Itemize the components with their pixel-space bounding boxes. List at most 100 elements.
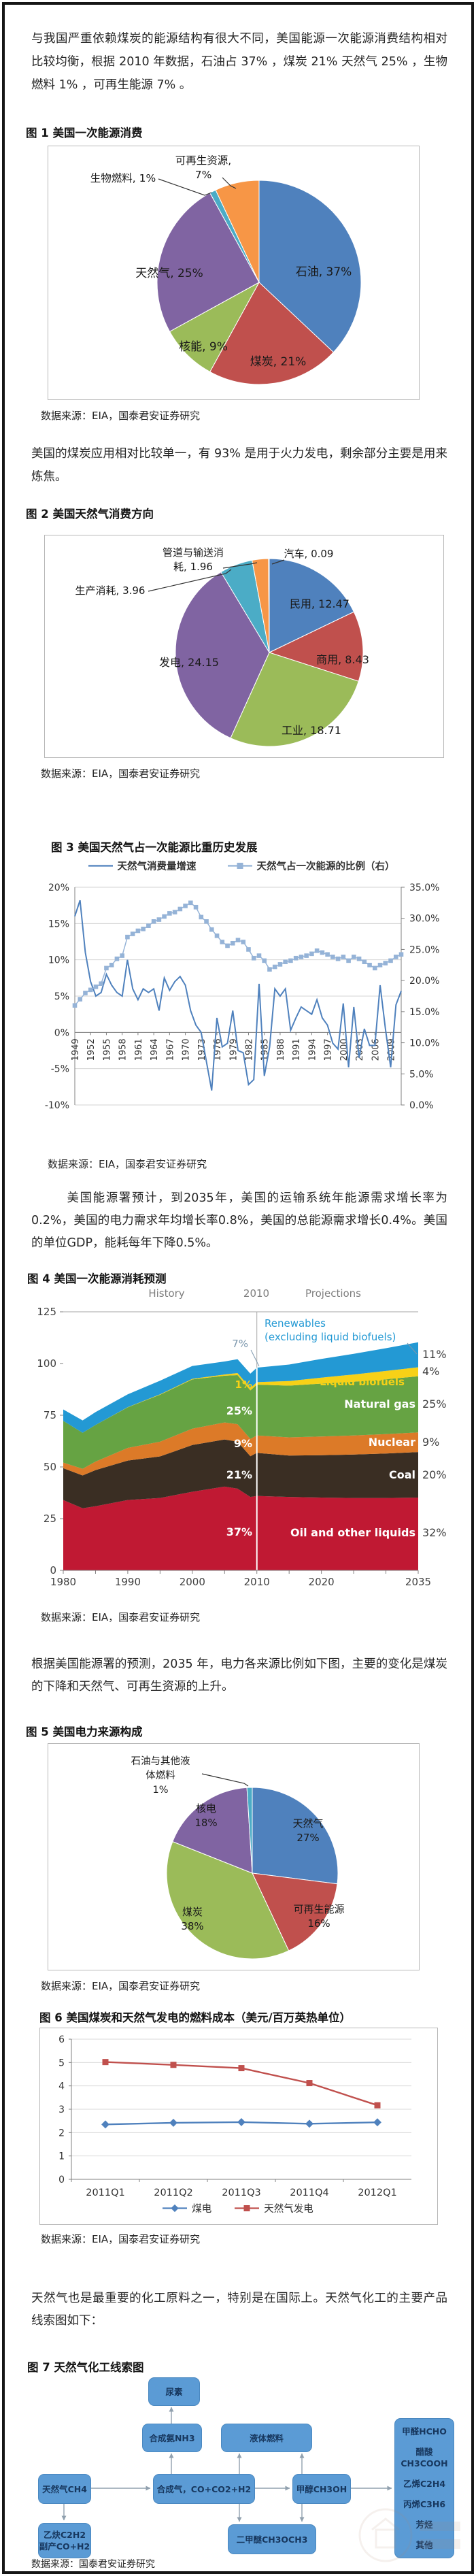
- chart-label: 商用, 8.43: [316, 653, 369, 666]
- chart-label: 20%: [48, 882, 69, 893]
- chart-label: 民用, 12.47: [290, 597, 350, 610]
- x-tick-label: 1979: [228, 1038, 239, 1061]
- chart-label: (excluding liquid biofuels): [265, 1331, 396, 1343]
- series-share-marker: [225, 943, 230, 948]
- x-tick-label: 1994: [307, 1038, 318, 1061]
- series-growth-line: [74, 899, 402, 1091]
- series-share-marker: [251, 955, 256, 961]
- chart-label: 2011Q1: [86, 2187, 125, 2198]
- chart-label: 10%: [48, 955, 69, 966]
- chart-label: Oil and other liquids: [290, 1526, 415, 1539]
- chart-label: 天然气, 25%: [135, 267, 203, 280]
- figure-2-pie-chart-gas-consumption: 民用, 12.47 商用, 8.43 工业, 18.71 发电, 24.15 生产消耗,…: [44, 535, 444, 758]
- paragraph-energy-structure: 与我国严重依赖煤炭的能源结构有很大不同，美国能源一次能源消费结构相对比较均衡，根…: [31, 32, 447, 92]
- line-chart-canvas: 0 1 2 3 4 5 6 2011Q1 2011Q2 2011Q3 2011Q4 2012Q1: [58, 2034, 411, 2198]
- chart-label: 2011Q3: [222, 2187, 261, 2198]
- chart-label: 核能, 9%: [179, 340, 228, 354]
- chart-label: 5: [58, 2058, 65, 2068]
- chart-label: 25: [44, 1513, 56, 1525]
- pie-chart-canvas: 天然气 27% 可再生能源 16% 煤炭 38% 核电 18%石油与其他液体燃料 1%: [131, 1755, 345, 1960]
- series-share-marker: [193, 904, 199, 910]
- chart-label: 50: [44, 1461, 56, 1473]
- chart-label: 1%: [235, 1378, 252, 1391]
- marker-diamond: [305, 2119, 313, 2128]
- area-renewables-excluding-liquid-biofuels-: [63, 1342, 418, 1433]
- figure-3-title: 图 3 美国天然气占一次能源比重历史发展: [51, 841, 258, 854]
- series-share-marker: [199, 914, 204, 920]
- chart-label: 管道与输送消耗, 1.96: [163, 546, 224, 573]
- series-share-marker: [125, 934, 130, 940]
- paragraph-eia-forecast: 美国能源署预计，到2035年，美国的运输系统年能源需求增长率为0.2%，美国的电…: [31, 1191, 447, 1250]
- gtja-watermark-logo: [357, 2503, 466, 2570]
- x-tick-label: 1952: [86, 1038, 97, 1061]
- chart-label: 天然气 27%: [292, 1817, 323, 1844]
- x-tick-label: 1970: [182, 1038, 192, 1061]
- chart-label: 2020: [309, 1576, 335, 1588]
- pie-chart-canvas: 民用, 12.47 商用, 8.43 工业, 18.71 发电, 24.15 生产消耗,…: [75, 546, 369, 747]
- projections-label: Projections: [305, 1287, 361, 1300]
- chart-label: 生物燃料, 1%: [90, 172, 156, 184]
- series-share-marker: [356, 956, 362, 961]
- chart-label: 75: [44, 1409, 56, 1421]
- series-share-marker: [372, 965, 377, 971]
- pie-chart-canvas: 石油, 37% 煤炭, 21% 核能, 9% 天然气, 25% 生物燃料, 1% 可再生资…: [90, 154, 362, 385]
- series-share-marker: [141, 926, 146, 931]
- series-share-marker: [241, 940, 246, 944]
- history-label: History: [148, 1287, 185, 1300]
- area-liquid-biofuels: [63, 1367, 418, 1433]
- chart-label: 4: [58, 2081, 65, 2092]
- series-share-marker: [288, 958, 293, 963]
- diagram-node-ammonia: 合成氨NH3: [142, 2424, 202, 2452]
- data-source-note: 数据来源：EIA，国泰君安证券研究: [41, 767, 201, 780]
- series-share-marker: [388, 958, 393, 963]
- series-share-marker: [130, 931, 135, 936]
- diagram-node-label: 合成气，CO+CO2+H2: [156, 2483, 252, 2494]
- marker-diamond: [101, 2120, 109, 2129]
- chart-label: 25%: [226, 1404, 252, 1417]
- series-share-marker: [177, 906, 183, 912]
- data-source-note: 数据来源：EIA，国泰君安证券研究: [41, 1980, 201, 1992]
- figure-4-stacked-area-chart-energy-forecast: History 2010 Projections 0 25 50 75 100 125 19…: [37, 1287, 452, 1594]
- series-share-marker: [352, 955, 356, 959]
- series-share-marker: [78, 997, 83, 1002]
- series-share-marker: [156, 917, 162, 922]
- data-source-note: 数据来源：EIA，国泰君安证券研究: [41, 410, 201, 422]
- data-source-note: 数据来源：EIA，国泰君安证券研究: [41, 2233, 201, 2245]
- chart-label: 2011Q2: [154, 2187, 193, 2198]
- figure-3-line-chart-gas-share-history: 20% 15% 10% 5% 0% -5% -10% 35.0% 30.0% 25.0% 20.0%…: [37, 879, 445, 1146]
- chart-label: 煤炭, 21%: [250, 355, 307, 369]
- legend-marker-icon: [235, 2205, 260, 2211]
- figure-5-pie-chart-electricity-sources: 天然气 27% 可再生能源 16% 煤炭 38% 核电 18% 石油与其他液体燃料 1%: [48, 1743, 420, 1970]
- x-tick-label: 1949: [71, 1038, 81, 1061]
- pie-slice-核电: [172, 1787, 253, 1874]
- chart-label: 核电 18%: [194, 1802, 217, 1829]
- paragraph-gas-chemical: 天然气也是最重要的化工原料之一，特别是在国际上。天然气化工的主要产品线索图如下：: [31, 2292, 447, 2328]
- series-share-marker: [120, 953, 124, 958]
- diagram-node-liquid-fuel: 液体燃料: [221, 2424, 312, 2452]
- figure-7-flow-diagram: 尿素 合成氨NH3 液体燃料 天然气CH4 合成气，CO+CO2+H2 甲醇CH3OH 乙炔…: [20, 2376, 461, 2561]
- line-chart-canvas: 20% 15% 10% 5% 0% -5% -10% 35.0% 30.0% 25.0% 20.0%…: [45, 882, 440, 1111]
- chart-label: 10.0%: [409, 1038, 439, 1049]
- diagram-node-label: 乙烯C2H4: [403, 2479, 446, 2489]
- series-share-marker: [383, 961, 388, 965]
- chart-label: -10%: [45, 1100, 69, 1111]
- label-leader-line: [148, 569, 232, 592]
- diagram-node-label: 尿素: [165, 2386, 183, 2397]
- chart-label: 5%: [54, 991, 69, 1002]
- chart-label: 可再生资源, 7%: [175, 154, 231, 181]
- legend-label: 天然气消费量增速: [117, 861, 197, 872]
- chart-label: 0.0%: [409, 1100, 434, 1111]
- legend-item-天然气发电: 天然气发电: [235, 2201, 313, 2215]
- x-tick-label: 1997: [324, 1038, 334, 1061]
- series-share-marker: [341, 955, 346, 959]
- chart-label: 1990: [115, 1576, 141, 1588]
- chart-label: 20%: [422, 1468, 447, 1481]
- series-share-marker: [304, 953, 309, 958]
- diagram-node-natural-gas: 天然气CH4: [38, 2474, 91, 2504]
- chart-label: 125: [37, 1306, 56, 1318]
- pie-slice-工业: [230, 652, 359, 747]
- x-tick-label: 1988: [276, 1038, 286, 1061]
- series-share-marker: [209, 927, 214, 932]
- chart-label: 2: [58, 2128, 65, 2139]
